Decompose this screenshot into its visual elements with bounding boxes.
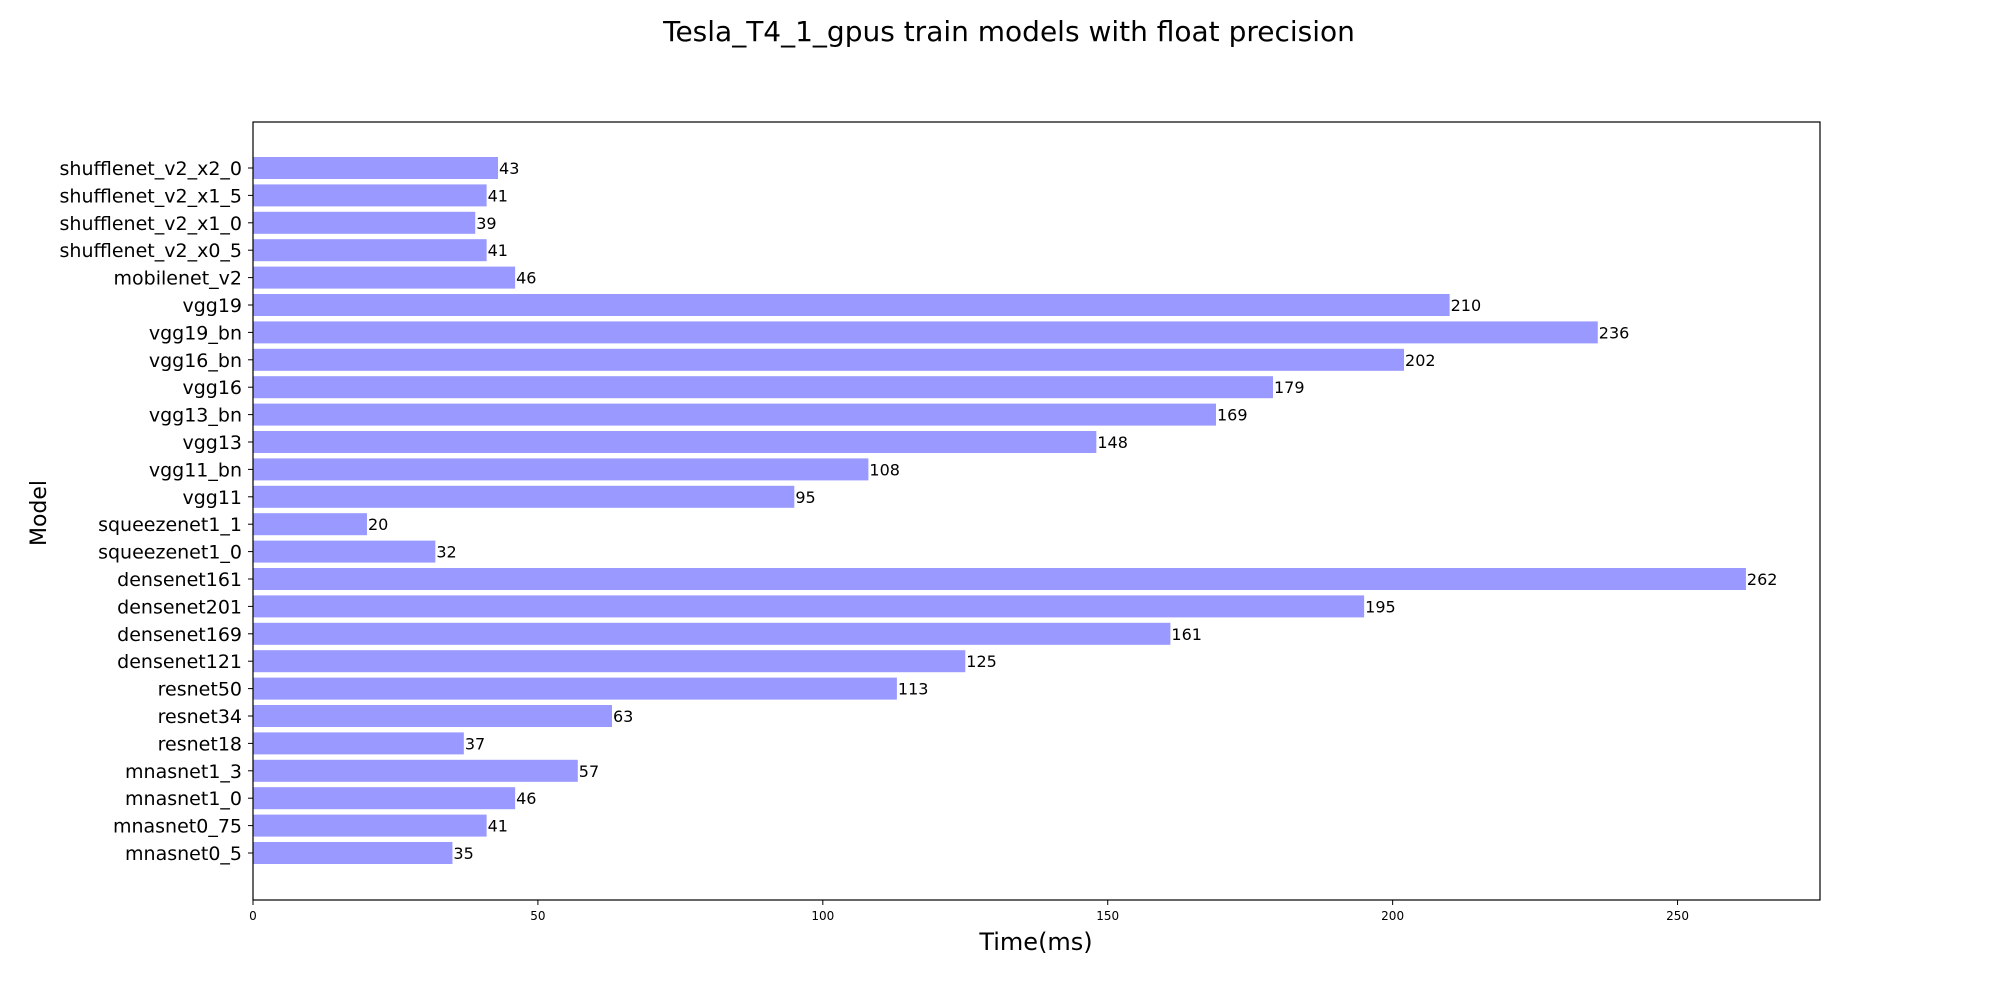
value-label: 210: [1451, 296, 1482, 315]
bar: [253, 184, 487, 207]
bar: [253, 239, 487, 262]
category-label: mnasnet0_75: [113, 816, 242, 838]
value-label: 20: [368, 515, 388, 534]
category-label: shufflenet_v2_x2_0: [60, 158, 242, 180]
bar: [253, 513, 367, 536]
value-label: 108: [869, 460, 900, 479]
bar: [253, 540, 436, 563]
category-label: resnet50: [158, 679, 242, 701]
bar: [253, 431, 1097, 453]
bars-layer: [253, 157, 1746, 864]
value-label: 63: [613, 707, 633, 726]
x-tick-label: 150: [1096, 909, 1119, 923]
value-label: 202: [1405, 351, 1436, 370]
category-label: vgg13: [182, 432, 242, 454]
category-label: squeezenet1_0: [98, 542, 242, 564]
value-label: 39: [476, 214, 496, 233]
category-label: densenet201: [117, 596, 242, 618]
value-label: 161: [1171, 625, 1202, 644]
category-label: vgg19_bn: [149, 322, 242, 344]
value-label: 32: [436, 543, 456, 562]
value-label: 46: [516, 269, 536, 288]
bar: [253, 376, 1273, 399]
bar: [253, 650, 966, 673]
x-tick-label: 50: [530, 909, 545, 923]
y-axis-label: Model: [27, 480, 52, 546]
category-label: mnasnet0_5: [125, 843, 242, 865]
category-label: resnet34: [158, 706, 242, 728]
category-label: vgg16: [182, 377, 242, 399]
bar: [253, 157, 499, 179]
bar: [253, 814, 487, 837]
value-label: 35: [453, 844, 473, 863]
value-label: 236: [1599, 323, 1630, 342]
category-label: shufflenet_v2_x1_5: [60, 185, 242, 207]
x-axis-label: Time(ms): [978, 928, 1092, 956]
value-label: 46: [516, 789, 536, 808]
bar: [253, 787, 516, 810]
value-label: 41: [488, 817, 508, 836]
bar: [253, 732, 464, 755]
value-label: 125: [966, 652, 997, 671]
value-label: 169: [1217, 406, 1248, 425]
value-label: 195: [1365, 597, 1396, 616]
value-label: 43: [499, 159, 519, 178]
category-label: mnasnet1_3: [125, 761, 242, 783]
value-label: 95: [795, 488, 815, 507]
bar: [253, 677, 897, 700]
bar: [253, 568, 1746, 590]
bar: [253, 842, 453, 864]
bar: [253, 321, 1598, 344]
x-tick-label: 250: [1666, 909, 1689, 923]
value-label: 57: [579, 762, 599, 781]
category-label: shufflenet_v2_x0_5: [60, 240, 242, 262]
category-label: vgg11_bn: [149, 459, 242, 481]
x-tick-label: 0: [249, 909, 257, 923]
plot-frame: [252, 121, 1821, 901]
category-label: resnet18: [158, 733, 242, 755]
value-label: 37: [465, 734, 485, 753]
bar: [253, 759, 578, 782]
bar: [253, 266, 516, 289]
value-label: 41: [488, 241, 508, 260]
category-label: mobilenet_v2: [114, 268, 242, 290]
category-label: mnasnet1_0: [125, 788, 242, 810]
bar: [253, 458, 869, 481]
bar: [253, 403, 1216, 426]
bar: [253, 595, 1365, 618]
value-label: 262: [1747, 570, 1778, 589]
x-axis: 0 50 100 150 200 250: [249, 900, 1689, 923]
category-label: densenet169: [117, 624, 242, 646]
bar: [253, 622, 1171, 645]
category-label: vgg13_bn: [149, 405, 242, 427]
bar: [253, 705, 612, 727]
category-label: vgg19: [182, 295, 242, 317]
category-labels: mnasnet0_5 mnasnet0_75 mnasnet1_0 mnasnet1_…: [60, 158, 253, 865]
category-label: vgg11: [182, 487, 242, 509]
chart-title: Tesla_T4_1_gpus train models with float …: [662, 15, 1355, 48]
category-label: densenet161: [117, 569, 242, 591]
x-tick-label: 200: [1381, 909, 1404, 923]
x-tick-label: 100: [811, 909, 834, 923]
bar: [253, 294, 1450, 316]
value-label: 41: [488, 186, 508, 205]
category-label: densenet121: [117, 651, 242, 673]
category-label: vgg16_bn: [149, 350, 242, 372]
bar: [253, 485, 795, 508]
category-label: squeezenet1_1: [98, 514, 242, 536]
category-label: shufflenet_v2_x1_0: [60, 213, 242, 235]
value-label: 148: [1097, 433, 1128, 452]
value-label: 179: [1274, 378, 1305, 397]
value-label: 113: [898, 680, 929, 699]
bar: [253, 211, 476, 234]
value-labels: 35 41 46 57 37 63 113 125 161 195 262 32 20 95 108 148 1…: [368, 159, 1778, 863]
bar: [253, 348, 1405, 371]
